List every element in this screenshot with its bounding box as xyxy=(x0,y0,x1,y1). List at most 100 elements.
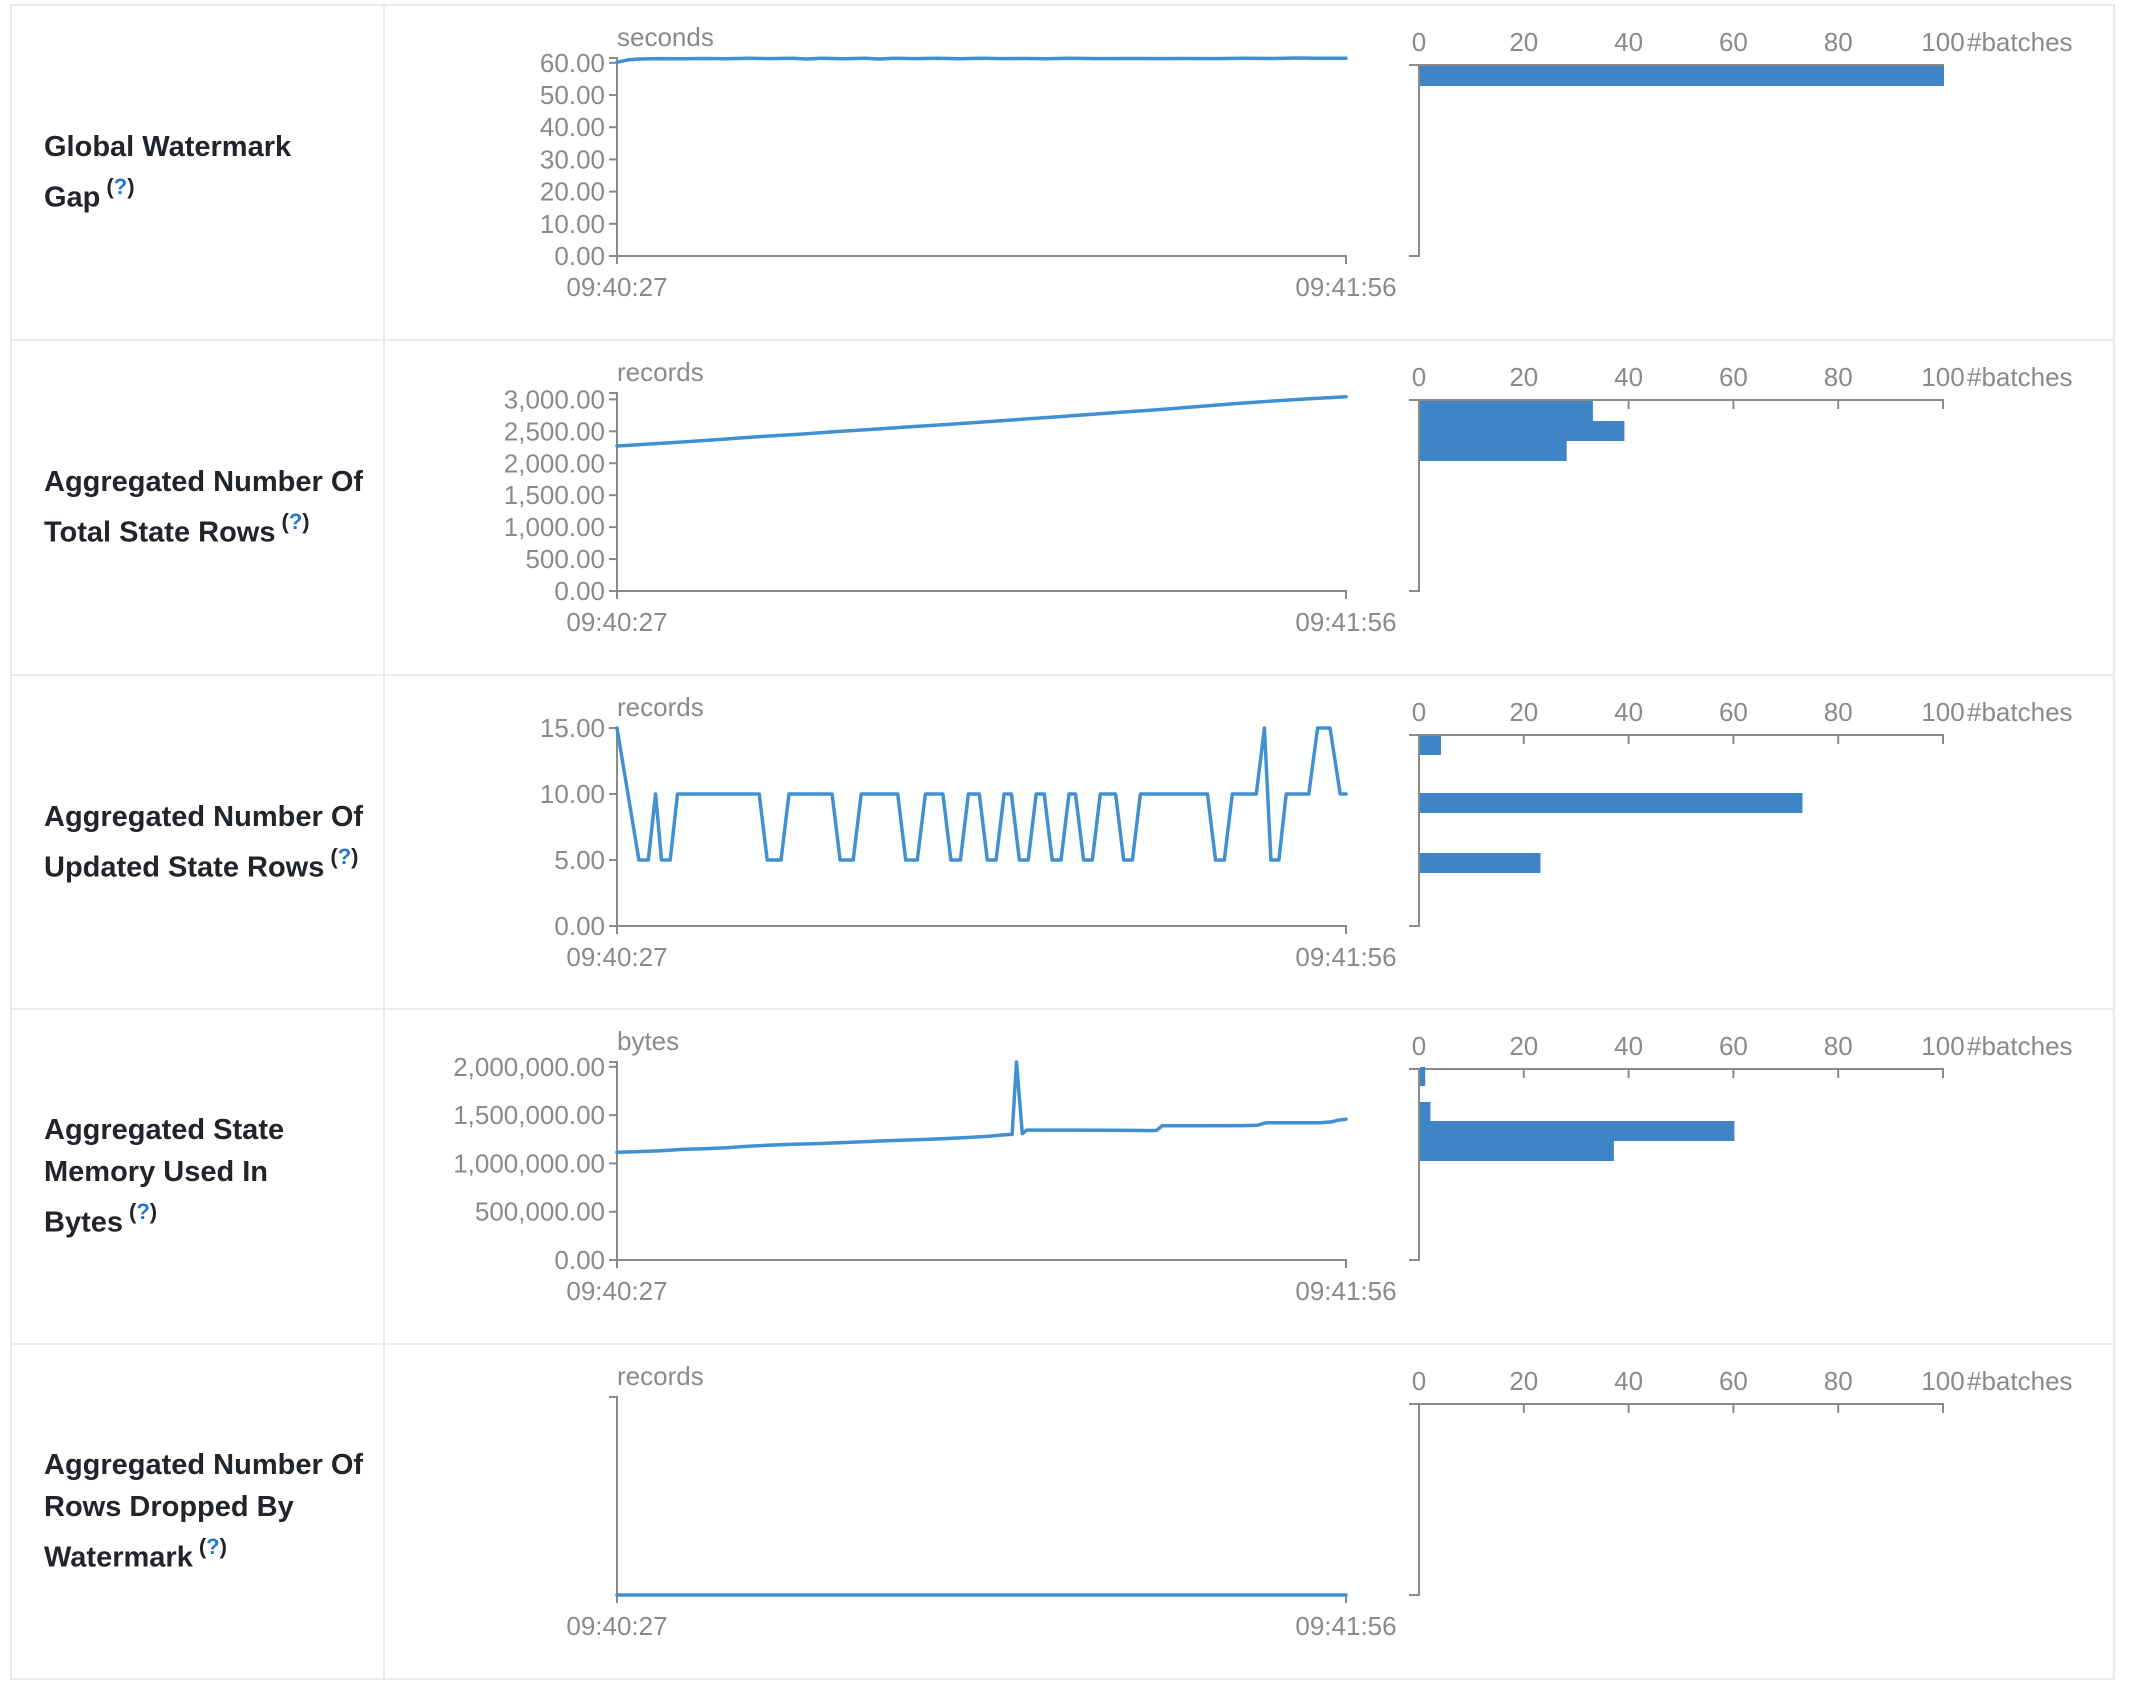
histogram-bar xyxy=(1420,400,1593,421)
timeline-y-tick-label: 1,500,000.00 xyxy=(453,1101,605,1131)
chart-cell: bytes 0.00 500,000.00 1,000,000.00 1,500,000… xyxy=(385,1010,2115,1343)
histogram-y-axis xyxy=(1409,398,1420,592)
histogram-y-axis xyxy=(1409,64,1420,257)
histogram-x-tick-label: 20 xyxy=(1509,362,1538,392)
timeline-x-end-label: 09:41:56 xyxy=(1295,942,1396,972)
metric-label: Aggregated State Memory Used In Bytes (?) xyxy=(44,1109,373,1244)
timeline-y-axis xyxy=(609,726,618,926)
timeline-y-tick-label: 1,500.00 xyxy=(504,480,605,510)
help-paren-close: ) xyxy=(302,508,310,534)
help-paren-close: ) xyxy=(351,843,359,869)
chart-cell: seconds 0.00 10.00 20.00 30.00 40.00 50.00 60.0… xyxy=(385,6,2115,339)
timeline-y-tick-label: 10.00 xyxy=(540,779,605,809)
histogram-x-tick-label: 60 xyxy=(1719,697,1748,727)
histogram-x-tick-label: 0 xyxy=(1412,1366,1426,1396)
histogram-x-tick-label: 80 xyxy=(1824,27,1853,57)
histogram-x-tick-label: 100 xyxy=(1921,697,1964,727)
histogram-x-tick-label: 100 xyxy=(1921,362,1964,392)
histogram-x-tick-label: 60 xyxy=(1719,27,1748,57)
chart-cell: records 09:40:27 09:41:56 0 20 40 60 80 100 #batc… xyxy=(385,1345,2115,1678)
help-question-icon: ? xyxy=(113,174,128,200)
timeline-y-tick-label: 5.00 xyxy=(554,845,605,875)
chart-cell: records 0.00 500.00 1,000.00 1,500.00 2,000.0… xyxy=(385,341,2115,674)
help-tooltip[interactable]: (?) xyxy=(330,844,358,869)
histogram-x-axis xyxy=(1418,1403,1944,1414)
help-paren-open: ( xyxy=(198,1534,207,1560)
histogram-x-tick-label: 80 xyxy=(1824,1031,1853,1061)
histogram-x-tick-label: 60 xyxy=(1719,362,1748,392)
timeline-y-tick-label: 500,000.00 xyxy=(475,1197,605,1227)
timeline-y-tick-label: 50.00 xyxy=(540,80,605,110)
histogram-x-tick-label: 0 xyxy=(1412,27,1426,57)
help-paren-open: ( xyxy=(330,843,338,869)
timeline-x-start-label: 09:40:27 xyxy=(566,1611,667,1641)
help-tooltip[interactable]: (?) xyxy=(282,509,310,534)
help-question-icon: ? xyxy=(136,1199,150,1225)
histogram-x-tick-label: 40 xyxy=(1614,27,1643,57)
timeline-y-tick-label: 0.00 xyxy=(554,576,605,606)
histogram-bar xyxy=(1420,420,1625,441)
timeline-y-tick-label: 60.00 xyxy=(540,48,605,78)
table-row: Aggregated Number Of Rows Dropped By Wat… xyxy=(12,1343,2113,1678)
timeline-x-axis xyxy=(616,255,1347,264)
timeline-y-tick-label: 1,000,000.00 xyxy=(453,1149,605,1179)
timeline-x-end-label: 09:41:56 xyxy=(1295,1611,1396,1641)
histogram-bar xyxy=(1420,792,1803,813)
histogram-x-tick-label: 40 xyxy=(1614,1366,1643,1396)
metric-label-text: Aggregated Number Of Total State Rows xyxy=(44,465,364,549)
timeline-y-tick-label: 500.00 xyxy=(525,544,605,574)
timeline-series xyxy=(615,725,1348,862)
help-paren-close: ) xyxy=(127,174,135,200)
histogram-x-axis-label: #batches xyxy=(1967,1366,2073,1396)
timeline-y-tick-label: 0.00 xyxy=(554,241,605,271)
timeline-y-tick-label: 20.00 xyxy=(540,177,605,207)
histogram-bar xyxy=(1420,1141,1614,1162)
metric-label-text: Global Watermark Gap xyxy=(44,131,292,214)
timeline-y-tick-label: 15.00 xyxy=(540,713,605,743)
help-tooltip[interactable]: (?) xyxy=(199,1534,227,1559)
histogram-bar xyxy=(1420,440,1567,461)
timeline-and-histogram-chart: bytes 0.00 500,000.00 1,000,000.00 1,500,000… xyxy=(453,1026,2072,1306)
timeline-unit-label: bytes xyxy=(617,1026,679,1056)
histogram-bar xyxy=(1420,852,1541,873)
timeline-x-axis xyxy=(616,1259,1347,1269)
help-question-icon: ? xyxy=(206,1534,220,1560)
histogram-x-tick-label: 0 xyxy=(1412,697,1426,727)
histogram-x-tick-label: 40 xyxy=(1614,1031,1643,1061)
metric-label-text: Aggregated State Memory Used In Bytes xyxy=(44,1114,285,1240)
timeline-x-axis xyxy=(616,589,1347,599)
histogram-x-tick-label: 100 xyxy=(1921,1366,1964,1396)
histogram-x-axis xyxy=(1418,733,1944,744)
timeline-y-tick-label: 2,000.00 xyxy=(504,448,605,478)
timeline-y-tick-label: 3,000.00 xyxy=(504,384,605,414)
timeline-unit-label: records xyxy=(617,357,704,387)
histogram-bar xyxy=(1420,735,1441,755)
timeline-x-end-label: 09:41:56 xyxy=(1295,1276,1396,1306)
metric-label: Aggregated Number Of Updated State Rows(… xyxy=(44,796,373,889)
help-tooltip[interactable]: (?) xyxy=(129,1199,157,1224)
timeline-and-histogram-chart: seconds 0.0010.0020.0030.0040.0050.0060.0… xyxy=(540,22,2073,302)
histogram-x-tick-label: 20 xyxy=(1509,1366,1538,1396)
timeline-y-axis xyxy=(609,391,618,591)
timeline-x-start-label: 09:40:27 xyxy=(566,942,667,972)
histogram-x-tick-label: 40 xyxy=(1614,362,1643,392)
timeline-y-axis xyxy=(609,1061,618,1261)
timeline-y-tick-label: 30.00 xyxy=(540,144,605,174)
help-paren-open: ( xyxy=(129,1199,137,1225)
chart-cell: records 0.00 5.00 10.00 15.00 09:40:27 09:41:5… xyxy=(385,676,2115,1009)
histogram-x-axis-label: #batches xyxy=(1967,697,2073,727)
metric-label-cell: Global Watermark Gap (?) xyxy=(12,6,385,339)
help-paren-open: ( xyxy=(106,174,114,200)
help-question-icon: ? xyxy=(288,508,303,534)
timeline-y-tick-label: 1,000.00 xyxy=(504,512,605,542)
metric-label-cell: Aggregated Number Of Total State Rows (?) xyxy=(12,340,385,674)
histogram-bar xyxy=(1420,1067,1426,1087)
histogram-y-axis xyxy=(1409,733,1420,927)
histogram-x-tick-label: 80 xyxy=(1824,697,1853,727)
timeline-y-tick-label: 0.00 xyxy=(554,1245,605,1275)
table-row: Aggregated State Memory Used In Bytes (?)… xyxy=(12,1008,2115,1344)
help-tooltip[interactable]: (?) xyxy=(106,174,134,199)
table-row: Aggregated Number Of Total State Rows (?)… xyxy=(12,338,2115,674)
histogram-x-tick-label: 0 xyxy=(1412,362,1426,392)
table-row: Aggregated Number Of Updated State Rows(… xyxy=(12,673,2115,1009)
